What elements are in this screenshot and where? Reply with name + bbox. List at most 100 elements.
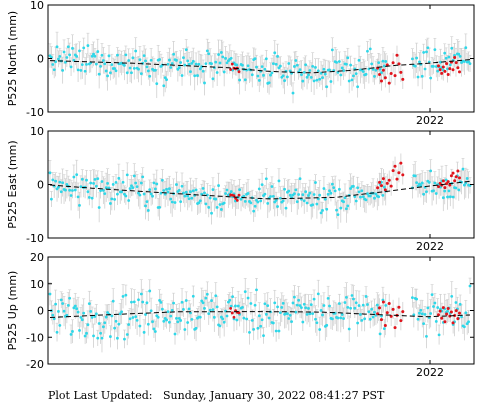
north-point — [444, 56, 448, 60]
north-point — [103, 62, 107, 66]
up-point — [281, 301, 285, 305]
up-point — [148, 289, 152, 293]
east-point — [92, 181, 95, 185]
east-point — [76, 195, 80, 199]
north-point — [175, 58, 178, 62]
east-point — [197, 201, 201, 205]
north-point — [384, 60, 388, 63]
east-error-bars — [48, 153, 472, 230]
east-point — [214, 197, 218, 201]
up-red-point — [401, 310, 405, 314]
up-red-point — [446, 306, 450, 310]
east-point — [101, 189, 105, 192]
east-point — [284, 206, 288, 210]
panel-up: -20 -10 0 10 20 2022 P525 Up (mm) — [6, 251, 475, 379]
up-point — [256, 326, 260, 330]
east-point — [162, 189, 166, 192]
north-y-axis: -10 0 10 — [26, 0, 474, 119]
east-red-point — [395, 177, 399, 181]
north-point — [325, 85, 329, 89]
east-point — [443, 189, 447, 193]
east-red-point — [456, 169, 460, 173]
east-point — [149, 192, 153, 196]
up-point — [87, 302, 91, 306]
north-error-bars — [48, 31, 472, 104]
east-point — [360, 189, 364, 193]
up-point — [142, 330, 146, 334]
north-point — [83, 69, 87, 73]
east-point — [382, 185, 386, 189]
east-point — [465, 177, 469, 180]
north-point — [329, 80, 333, 83]
east-red-point — [446, 180, 450, 184]
up-point — [231, 295, 235, 299]
up-point — [460, 315, 463, 319]
north-point — [349, 63, 353, 67]
east-point — [304, 190, 308, 194]
east-point — [48, 171, 52, 175]
up-point — [167, 320, 171, 324]
east-red-point — [397, 171, 401, 175]
north-point — [281, 74, 285, 78]
up-point — [166, 310, 170, 314]
up-point — [221, 317, 225, 321]
north-point — [201, 69, 205, 73]
up-point — [290, 320, 294, 324]
east-point — [107, 186, 111, 190]
north-point — [180, 74, 184, 77]
north-point — [106, 74, 109, 78]
east-point — [128, 187, 132, 190]
east-point — [353, 195, 357, 199]
east-point — [357, 190, 361, 194]
up-point — [378, 332, 382, 336]
up-point — [350, 294, 354, 297]
east-xtick-label: 2022 — [416, 240, 444, 253]
up-point — [235, 318, 239, 322]
up-point — [297, 298, 301, 302]
east-point — [134, 181, 138, 185]
north-red-point — [383, 76, 387, 80]
up-point — [177, 317, 181, 320]
up-point — [425, 334, 428, 338]
up-point — [359, 313, 362, 316]
east-x-axis: 2022 — [416, 131, 444, 253]
north-point — [415, 56, 419, 60]
east-point — [301, 193, 305, 197]
north-point — [215, 71, 219, 74]
north-point — [131, 56, 135, 60]
up-point — [346, 306, 350, 309]
up-x-axis: 2022 — [416, 257, 444, 379]
north-point — [381, 59, 385, 63]
east-red-points — [229, 161, 461, 202]
up-point — [162, 319, 166, 323]
east-point — [109, 202, 112, 205]
north-point — [94, 62, 98, 66]
north-point — [146, 69, 150, 73]
up-point — [366, 303, 369, 306]
north-point — [75, 54, 79, 58]
up-point — [215, 305, 219, 309]
east-red-point — [445, 182, 449, 186]
up-point — [412, 313, 416, 317]
up-point — [429, 312, 433, 315]
east-point — [100, 180, 104, 183]
north-point — [315, 78, 319, 82]
north-point — [52, 68, 56, 72]
up-point — [214, 294, 218, 298]
up-point — [375, 303, 379, 307]
up-red-point — [378, 306, 382, 310]
up-point — [89, 310, 93, 313]
north-point — [255, 65, 258, 69]
up-point — [110, 314, 114, 318]
up-point — [146, 322, 150, 326]
north-point — [221, 55, 225, 59]
up-point — [124, 293, 128, 297]
up-point — [436, 306, 440, 309]
east-point — [454, 186, 458, 190]
east-point — [332, 186, 336, 190]
up-red-point — [237, 311, 241, 315]
north-red-point — [438, 68, 442, 72]
north-point — [462, 60, 466, 63]
east-red-point — [451, 171, 455, 175]
up-point — [287, 317, 291, 320]
